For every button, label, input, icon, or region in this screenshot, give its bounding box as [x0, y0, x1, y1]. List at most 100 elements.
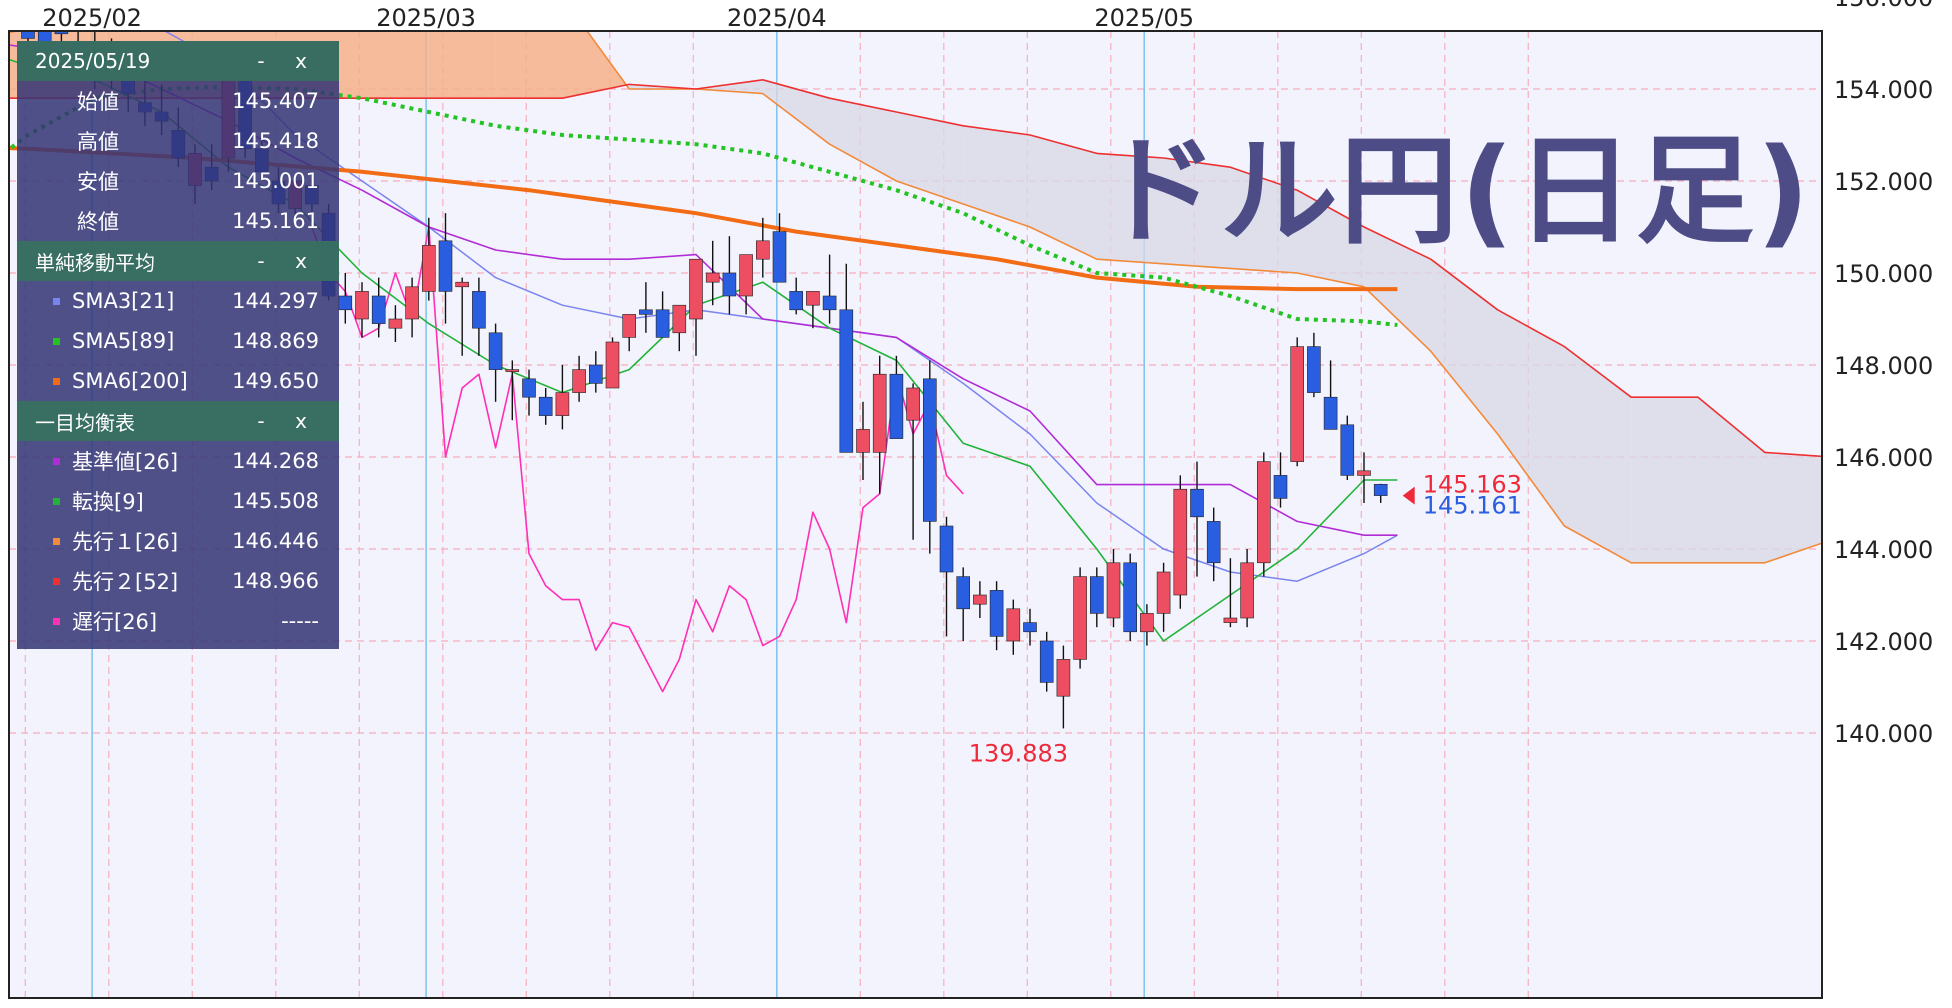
candle — [689, 258, 703, 356]
candle-body — [355, 291, 369, 320]
candle-body — [1039, 640, 1054, 683]
candle — [722, 236, 737, 315]
candle — [1323, 360, 1338, 430]
candle-body — [1023, 622, 1037, 633]
candle — [405, 277, 419, 338]
candle-body — [1056, 659, 1071, 697]
candle-body — [1190, 488, 1204, 518]
sma-row: SMA3[21] 144.297 — [17, 281, 339, 321]
candle-body — [405, 286, 419, 320]
candle-body — [789, 291, 804, 311]
candle-body — [689, 258, 703, 320]
candle-body — [1373, 483, 1388, 496]
candle-body — [1106, 562, 1121, 619]
ichimoku-header: 一目均衡表 - x — [17, 401, 339, 441]
ichimoku-label: 先行１[26] — [72, 530, 179, 554]
y-tick-label: 150.000 — [1834, 260, 1933, 288]
candle — [1056, 645, 1071, 729]
close-button[interactable]: x — [295, 409, 307, 433]
minimize-button[interactable]: - — [257, 409, 265, 433]
cloud-segment — [1764, 452, 1821, 563]
sma-value: 144.297 — [232, 289, 319, 313]
ichimoku-title: 一目均衡表 — [35, 410, 135, 435]
ichimoku-row: 先行２[52] 148.966 — [17, 561, 339, 601]
close-button[interactable]: x — [295, 249, 307, 273]
sma-label: SMA5[89] — [72, 329, 175, 353]
candle — [655, 291, 670, 338]
candle-body — [21, 32, 35, 39]
last-price-red: 145.163 — [1423, 471, 1522, 499]
candle-body — [822, 295, 837, 311]
candle-body — [572, 369, 586, 393]
y-tick-label: 146.000 — [1834, 444, 1933, 472]
ohlc-date: 2025/05/19 — [35, 49, 151, 73]
candle — [1273, 452, 1288, 508]
y-tick-label: 156.000 — [1834, 0, 1933, 12]
ichimoku-value: ----- — [281, 609, 319, 633]
ohlc-row-low: 安値 145.001 — [17, 161, 339, 201]
candle-body — [1073, 576, 1087, 660]
sma3-swatch-icon — [53, 297, 60, 305]
ohlc-label: 終値 — [77, 210, 119, 234]
chart-title: ドル円(日足) — [1100, 122, 1812, 260]
ohlc-value: 145.001 — [232, 169, 319, 193]
ohlc-label: 始値 — [77, 90, 119, 114]
candle-body — [1323, 396, 1338, 430]
candle-body — [555, 392, 570, 416]
y-tick-label: 142.000 — [1834, 628, 1933, 656]
candle — [789, 277, 804, 315]
candle-body — [772, 231, 787, 283]
candle — [472, 277, 486, 356]
ichimoku-label: 転換[9] — [72, 490, 144, 514]
candle — [555, 365, 570, 430]
senkou1-swatch-icon — [53, 537, 60, 545]
ichimoku-value: 148.966 — [232, 569, 319, 593]
candle-body — [1123, 562, 1137, 633]
sma-row: SMA6[200] 149.650 — [17, 361, 339, 401]
close-button[interactable]: x — [295, 49, 307, 73]
cloud-segment — [1297, 190, 1364, 287]
candle-body — [856, 429, 870, 453]
candle-body — [455, 281, 470, 288]
candle — [922, 360, 937, 554]
candle — [939, 516, 954, 637]
month-label: 2025/03 — [376, 4, 476, 32]
chikou-line — [311, 226, 964, 693]
candle-body — [488, 332, 503, 370]
candle-body — [872, 373, 887, 453]
candle-body — [989, 590, 1004, 637]
y-tick-label: 154.000 — [1834, 76, 1933, 104]
candle — [1340, 415, 1355, 480]
cloud-segment — [362, 32, 429, 99]
candle — [455, 277, 470, 356]
candle — [505, 360, 520, 421]
candle — [605, 337, 620, 389]
candle — [371, 277, 386, 338]
candle-body — [973, 594, 987, 605]
candle-body — [1206, 521, 1221, 564]
candle-body — [1156, 571, 1171, 614]
candle — [889, 355, 904, 439]
y-tick-label: 140.000 — [1834, 720, 1933, 748]
candle-body — [1273, 475, 1288, 499]
candle — [1357, 452, 1371, 503]
minimize-button[interactable]: - — [257, 249, 265, 273]
candle — [1206, 507, 1221, 582]
sma6-swatch-icon — [53, 377, 60, 385]
minimize-button[interactable]: - — [257, 49, 265, 73]
candle — [421, 217, 436, 301]
candle — [538, 388, 553, 425]
candle — [488, 323, 503, 402]
candle-body — [839, 309, 854, 453]
candle-body — [939, 525, 954, 573]
candle — [672, 304, 687, 352]
candle-body — [622, 314, 637, 338]
candle-body — [1006, 608, 1021, 642]
cloud-segment — [896, 112, 964, 204]
candle — [705, 240, 720, 306]
candle-body — [388, 318, 403, 329]
candle — [1290, 337, 1304, 467]
ichimoku-row: 遅行[26] ----- — [17, 601, 339, 641]
candle — [872, 355, 887, 494]
candle — [956, 567, 971, 641]
